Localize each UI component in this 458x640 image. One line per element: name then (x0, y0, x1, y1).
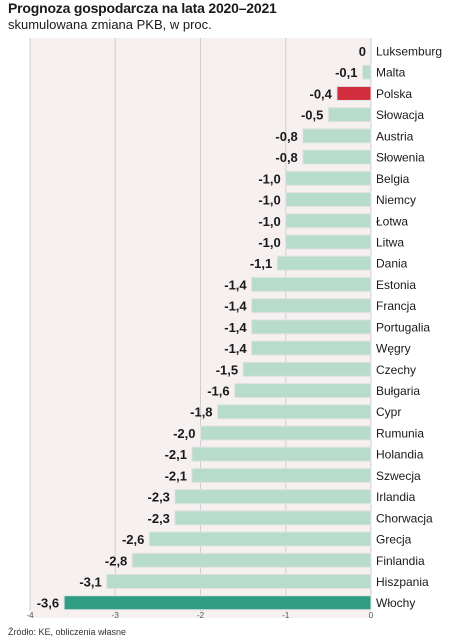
bar (174, 489, 372, 505)
bar (327, 107, 372, 123)
value-label: 0 (359, 44, 366, 59)
category-label: Grecja (376, 533, 412, 547)
category-label: Portugalia (376, 320, 430, 334)
category-label: Belgia (376, 172, 410, 186)
value-label: -1,0 (258, 171, 280, 186)
bar (251, 276, 372, 292)
bar (191, 467, 372, 483)
x-tick-label: -4 (26, 611, 34, 620)
bar (191, 446, 372, 462)
category-label: Czechy (376, 363, 416, 377)
bar (302, 128, 372, 144)
value-label: -2,0 (173, 426, 195, 441)
value-label: -1,4 (224, 299, 247, 314)
value-label: -0,5 (301, 108, 323, 123)
source-note: Źródło: KE, obliczenia własne (8, 627, 127, 637)
value-label: -1,0 (258, 193, 280, 208)
bar (285, 234, 372, 250)
bar (148, 531, 372, 547)
chart-title: Prognoza gospodarcza na lata 2020–2021 (8, 0, 277, 16)
bar (251, 340, 372, 356)
category-label: Malta (376, 66, 406, 80)
category-label: Rumunia (376, 426, 424, 440)
bar (285, 213, 372, 229)
category-label: Węgry (376, 342, 411, 356)
value-label: -1,1 (250, 256, 272, 271)
bar (361, 64, 372, 80)
category-label: Finlandia (376, 554, 425, 568)
bar (251, 319, 372, 335)
x-tick-label: -2 (197, 611, 205, 620)
x-tick-label: -1 (282, 611, 290, 620)
value-label: -0,1 (335, 65, 357, 80)
category-label: Holandia (376, 448, 424, 462)
chart-subtitle: skumulowana zmiana PKB, w proc. (8, 17, 212, 32)
category-label: Hiszpania (376, 575, 429, 589)
category-label: Irlandia (376, 490, 416, 504)
category-label: Estonia (376, 278, 416, 292)
category-label: Litwa (376, 235, 404, 249)
value-label: -1,4 (224, 277, 247, 292)
value-label: -2,1 (165, 447, 187, 462)
value-label: -1,5 (216, 362, 238, 377)
value-label: -2,6 (122, 532, 144, 547)
category-label: Słowenia (376, 151, 425, 165)
value-label: -3,1 (79, 575, 101, 590)
value-label: -0,8 (275, 150, 297, 165)
category-label: Dania (376, 257, 408, 271)
category-label: Luksemburg (376, 45, 442, 59)
x-tick-label: 0 (369, 611, 374, 620)
value-label: -1,0 (258, 235, 280, 250)
value-label: -1,8 (190, 405, 212, 420)
bar (251, 298, 372, 314)
category-label: Szwecja (376, 469, 421, 483)
bar (174, 510, 372, 526)
bar (63, 595, 372, 611)
category-label: Włochy (376, 596, 415, 610)
x-tick-label: -3 (112, 611, 120, 620)
value-label: -1,4 (224, 320, 247, 335)
value-label: -0,8 (275, 129, 297, 144)
value-label: -2,1 (165, 468, 187, 483)
bar (131, 552, 372, 568)
category-label: Łotwa (376, 214, 408, 228)
bar (336, 85, 372, 101)
category-label: Austria (376, 129, 414, 143)
value-label: -3,6 (37, 596, 59, 611)
value-label: -1,4 (224, 341, 247, 356)
bar (276, 255, 372, 271)
category-label: Chorwacja (376, 511, 433, 525)
bar (285, 170, 372, 186)
bar (106, 574, 372, 589)
bar (302, 149, 372, 165)
bar (285, 192, 372, 208)
value-label: -2,3 (148, 511, 170, 526)
bar (234, 383, 372, 399)
value-label: -1,0 (258, 214, 280, 229)
category-label: Niemcy (376, 193, 416, 207)
value-label: -2,3 (148, 490, 170, 505)
bar (200, 425, 372, 441)
value-label: -0,4 (309, 86, 332, 101)
category-label: Francja (376, 299, 416, 313)
bar (242, 361, 372, 377)
bar (217, 404, 372, 420)
category-label: Polska (376, 87, 412, 101)
value-label: -2,8 (105, 553, 127, 568)
category-label: Cypr (376, 405, 401, 419)
value-label: -1,6 (207, 384, 229, 399)
category-label: Bułgaria (376, 384, 420, 398)
category-label: Słowacja (376, 108, 424, 122)
